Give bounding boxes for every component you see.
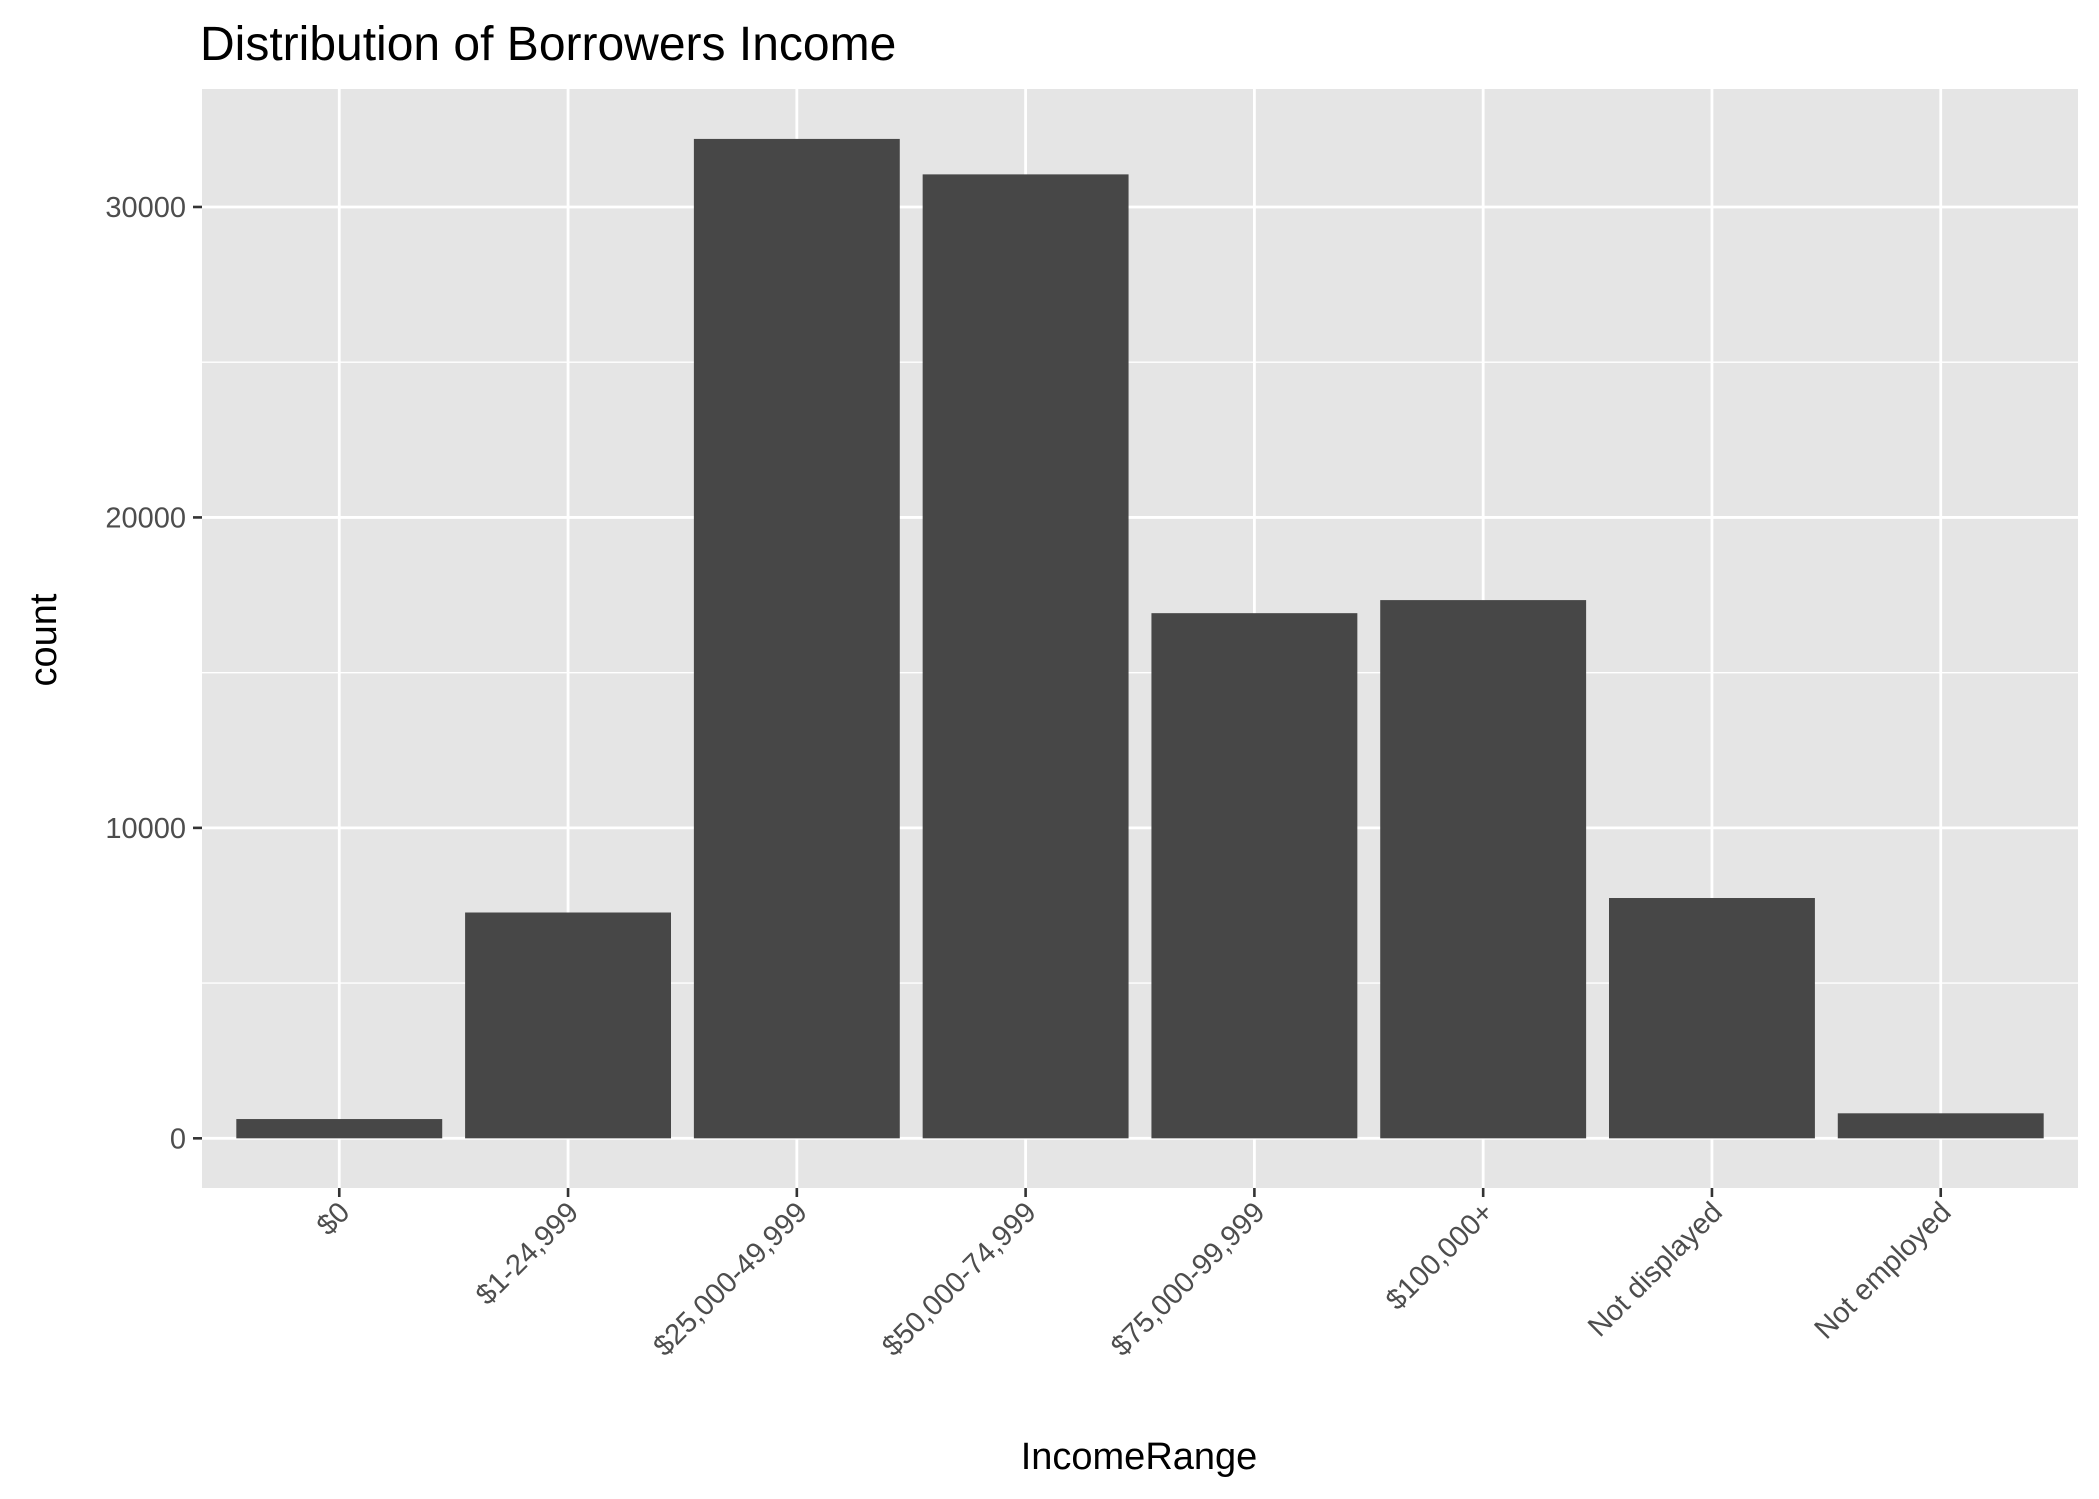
chart-title: Distribution of Borrowers Income: [200, 18, 896, 71]
x-axis-title: IncomeRange: [1021, 1436, 1258, 1478]
bar-2: [465, 912, 671, 1139]
x-tick-label: $100,000+: [1380, 1196, 1500, 1316]
x-tick-label: $0: [311, 1196, 356, 1241]
bar-8: [1837, 1113, 2044, 1139]
plot-area: 0 10000 20000 30000 $0 $1-24,999 $25,000-49,99…: [105, 89, 2078, 1363]
x-tick-label: $50,000-74,999: [876, 1196, 1042, 1362]
bar-1: [236, 1119, 443, 1139]
bar-7: [1609, 898, 1815, 1139]
y-axis-title: count: [23, 593, 65, 686]
y-tick-label: 30000: [105, 192, 186, 224]
x-tick-label: $25,000-49,999: [647, 1196, 813, 1362]
y-tick-label: 0: [170, 1123, 186, 1155]
x-tick-label: Not displayed: [1582, 1196, 1729, 1343]
y-tick-label: 10000: [105, 813, 186, 845]
bar-5: [1151, 613, 1358, 1139]
y-tick-label: 20000: [105, 502, 186, 534]
x-tick-label: Not employed: [1809, 1196, 1958, 1345]
x-tick-label: $75,000-99,999: [1105, 1196, 1271, 1362]
x-tick-label: $1-24,999: [470, 1196, 585, 1311]
bar-3: [693, 138, 900, 1139]
bar-6: [1380, 600, 1587, 1139]
bar-4: [922, 174, 1129, 1139]
